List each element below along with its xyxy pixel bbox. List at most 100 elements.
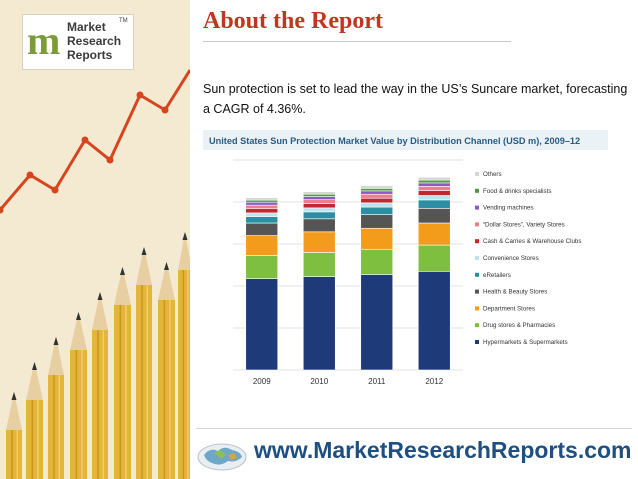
chart-title-band: [203, 130, 608, 150]
footer-website-link[interactable]: www.MarketResearchReports.com: [254, 437, 632, 463]
pencil-1: [6, 392, 22, 479]
trend-point: [0, 206, 4, 214]
bar-segment-2009-4: [245, 222, 279, 236]
legend-label: Hypermarkets & Supermarkets: [483, 339, 568, 346]
bar-segment-2010-9: [302, 196, 336, 200]
bar-segment-2009-6: [245, 212, 279, 217]
trend-point: [136, 91, 144, 99]
bar-segment-2009-8: [245, 204, 279, 210]
legend-swatch: [475, 188, 479, 193]
trend-point: [26, 171, 34, 179]
bar-segment-2010-4: [302, 218, 336, 233]
bar-segment-2011-1: [360, 274, 394, 371]
logo-text: Market Research Reports: [67, 20, 121, 62]
bar-segment-2010-6: [302, 207, 336, 213]
bar-segment-2012-9: [417, 182, 451, 187]
bar-segment-2012-11: [417, 176, 451, 181]
summary-text: Sun protection is set to lead the way in…: [203, 82, 628, 116]
title-divider: [203, 41, 511, 42]
bar-segment-2011-8: [360, 193, 394, 199]
market-research-reports-logo: m Market Research Reports TM: [22, 14, 134, 70]
legend-label: Health & Beauty Stores: [483, 289, 547, 296]
bar-segment-2011-10: [360, 188, 394, 192]
bar-segment-2009-3: [245, 235, 279, 256]
bar-segment-2012-1: [417, 271, 451, 371]
pencil-8: [158, 262, 175, 479]
bar-segment-2009-11: [245, 197, 279, 201]
bar-segment-2011-6: [360, 202, 394, 208]
bar-segment-2010-5: [302, 211, 336, 220]
x-tick-label: 2011: [368, 377, 386, 386]
bar-segment-2010-2: [302, 252, 336, 277]
legend-swatch: [475, 205, 479, 210]
logo-line-3: Reports: [67, 48, 113, 62]
bar-segment-2011-7: [360, 197, 394, 204]
bar-segment-2009-1: [245, 278, 279, 371]
bar-segment-2010-7: [302, 203, 336, 209]
legend-swatch: [475, 256, 479, 260]
bar-segment-2011-2: [360, 248, 394, 275]
legend-label: Vending machines: [483, 205, 534, 212]
globe-map-icon: [197, 443, 247, 471]
trend-point: [106, 156, 114, 164]
bar-segment-2009-9: [245, 201, 279, 206]
logo-m-icon: m: [27, 18, 61, 63]
pencil-7: [136, 247, 152, 479]
x-tick-label: 2012: [425, 377, 443, 386]
bar-segment-2011-4: [360, 214, 394, 229]
bar-segment-2012-7: [417, 190, 451, 196]
logo-line-2: Research: [67, 34, 122, 48]
pencil-5: [92, 292, 108, 479]
bar-segment-2012-5: [417, 199, 451, 209]
pencil-6: [114, 267, 131, 479]
legend-label: Others: [483, 171, 502, 178]
legend-label: “Dollar Stores”, Variety Stores: [483, 221, 565, 228]
bar-segment-2010-1: [302, 276, 336, 371]
bar-segment-2009-10: [245, 199, 279, 203]
trend-point: [51, 186, 59, 194]
bar-segment-2010-8: [302, 199, 336, 204]
legend-swatch: [475, 222, 479, 227]
page-title: About the Report: [203, 8, 383, 34]
bar-segment-2011-5: [360, 206, 394, 215]
logo-line-1: Market: [67, 20, 106, 34]
bar-segment-2009-2: [245, 255, 279, 279]
trend-point: [81, 136, 89, 144]
legend-label: Cash & Carries & Warehouse Clubs: [483, 238, 581, 245]
stacked-bar-chart: United States Sun Protection Market Valu…: [203, 130, 608, 386]
legend-swatch: [475, 306, 479, 311]
bar-segment-2012-2: [417, 244, 451, 272]
bar-segment-2011-9: [360, 190, 394, 195]
logo-trademark: TM: [119, 18, 128, 24]
bar-segment-2009-7: [245, 208, 279, 214]
rising-trend-line: [0, 69, 190, 211]
bar-segment-2010-10: [302, 193, 336, 197]
bar-segment-2010-11: [302, 191, 336, 195]
bar-segment-2012-6: [417, 195, 451, 201]
legend-swatch: [475, 323, 479, 328]
pencil-2: [26, 362, 43, 479]
legend-swatch: [475, 272, 479, 277]
bar-segment-2010-3: [302, 231, 336, 253]
pencil-3: [48, 337, 64, 479]
legend-label: Convenience Stores: [483, 255, 539, 262]
bar-segment-2011-3: [360, 227, 394, 250]
trend-point: [161, 106, 169, 114]
pencil-9: [178, 232, 190, 479]
footer-divider: [196, 428, 632, 429]
bar-segment-2011-11: [360, 185, 394, 189]
pencils-graphic: [0, 69, 190, 479]
chart-title: United States Sun Protection Market Valu…: [209, 136, 580, 146]
pencil-4: [70, 312, 87, 479]
legend-swatch: [475, 172, 479, 176]
bar-segment-2012-8: [417, 186, 451, 191]
x-tick-label: 2009: [253, 377, 271, 386]
legend-label: eRetailers: [483, 272, 511, 279]
bar-segment-2012-10: [417, 179, 451, 184]
x-tick-label: 2010: [310, 377, 328, 386]
bar-segment-2009-5: [245, 216, 279, 224]
legend-label: Food & drinks specialists: [483, 188, 551, 195]
decorative-pencils-image: [0, 0, 190, 479]
legend-label: Department Stores: [483, 305, 535, 312]
legend-swatch: [475, 289, 479, 294]
